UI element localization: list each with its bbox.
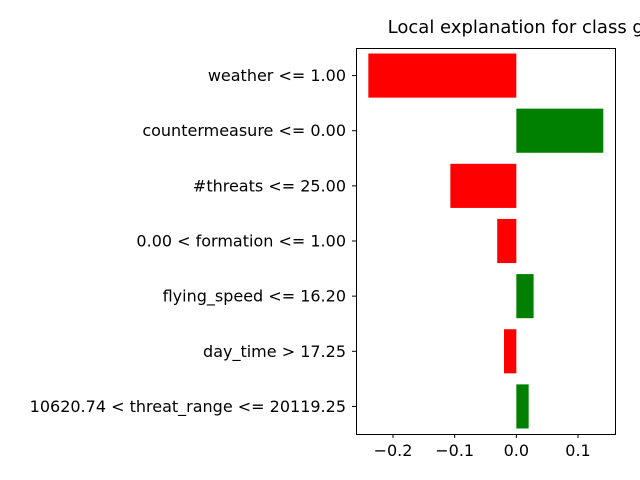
y-axis-ticks: weather <= 1.00 countermeasure <= 0.00 #th…: [30, 66, 356, 417]
bars-group: [368, 53, 604, 429]
y-tick-label: day_time > 17.25: [203, 342, 346, 362]
x-tick-label: 0.1: [565, 441, 590, 460]
y-tick-label: flying_speed <= 16.20: [163, 287, 346, 307]
chart-title: Local explanation for class good: [388, 17, 640, 38]
bar: [516, 274, 534, 319]
bar: [368, 53, 517, 98]
x-tick-label: −0.2: [374, 441, 413, 460]
bar: [497, 218, 517, 264]
y-tick-label: weather <= 1.00: [208, 66, 346, 85]
bar: [516, 384, 529, 429]
y-tick-label: 10620.74 < threat_range <= 20119.25: [30, 397, 346, 417]
y-tick-label: 0.00 < formation <= 1.00: [136, 232, 346, 251]
y-tick-label: countermeasure <= 0.00: [142, 121, 346, 140]
x-tick-label: 0.0: [504, 441, 529, 460]
bar: [504, 329, 517, 374]
y-tick-label: #threats <= 25.00: [193, 176, 346, 195]
bar: [516, 108, 604, 153]
plot-frame: [356, 48, 616, 435]
x-axis-ticks: −0.2 −0.1 0.0 0.1: [374, 434, 591, 460]
bar: [450, 163, 517, 208]
x-tick-label: −0.1: [435, 441, 474, 460]
